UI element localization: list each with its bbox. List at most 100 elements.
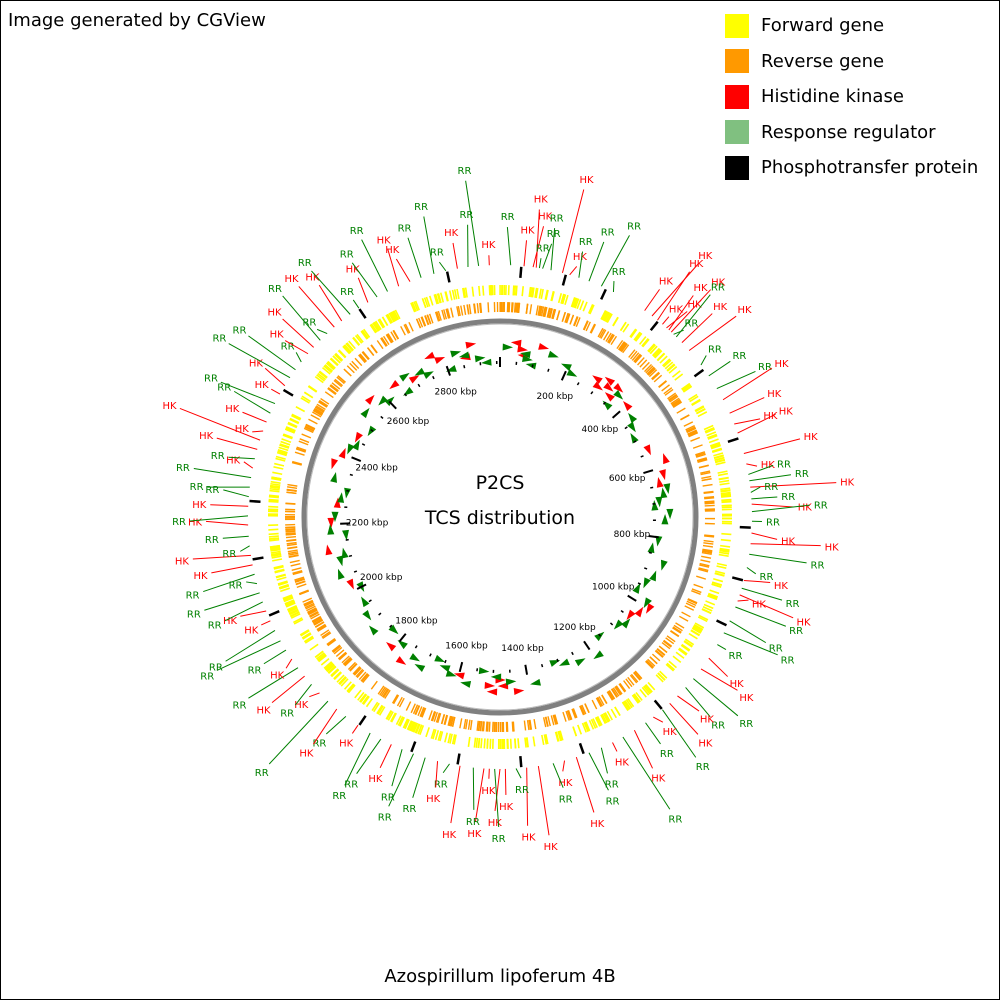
legend-label: Histidine kinase [761, 86, 904, 108]
reverse-gene-mark [446, 308, 451, 319]
reverse-gene-mark [600, 329, 607, 339]
tick-mark [432, 375, 435, 380]
forward-gene-mark [280, 440, 291, 446]
reverse-gene-mark [596, 697, 603, 707]
reverse-gene-mark [408, 321, 414, 332]
feature-label: RR [381, 792, 395, 803]
callout-line [450, 765, 461, 824]
feature-label: HK [255, 380, 270, 391]
reverse-gene-mark [480, 721, 483, 732]
rr-marker [327, 524, 335, 535]
reverse-gene-mark [337, 651, 347, 660]
reverse-gene-mark [517, 302, 520, 313]
forward-gene-mark [584, 721, 590, 732]
feature-label: RR [550, 213, 564, 224]
forward-gene-mark [545, 289, 549, 300]
rr-marker [530, 678, 541, 686]
forward-gene-mark [592, 718, 598, 728]
forward-gene-mark [361, 330, 369, 340]
reverse-gene-mark [285, 532, 296, 535]
phosphotransfer-mark [268, 610, 280, 617]
hk-marker [327, 517, 335, 529]
reverse-gene-mark [543, 306, 547, 317]
feature-label: HK [737, 305, 752, 316]
rr-marker [661, 513, 669, 525]
forward-gene-mark [340, 678, 349, 687]
callout-line [248, 667, 299, 699]
forward-gene-mark [327, 360, 336, 369]
forward-gene-mark [301, 395, 311, 403]
reverse-gene-mark [628, 349, 636, 358]
reverse-gene-mark [463, 718, 467, 730]
forward-gene-mark [391, 311, 398, 321]
reverse-gene-mark [666, 635, 676, 643]
reverse-gene-mark [312, 617, 322, 624]
rr-marker [347, 443, 355, 455]
reverse-gene-mark [302, 597, 313, 603]
rr-marker [613, 619, 624, 630]
forward-gene-mark [346, 342, 355, 351]
phosphotransfer-mark [519, 756, 523, 768]
forward-gene-mark [451, 289, 456, 300]
forward-gene-mark [269, 538, 280, 542]
feature-label: HK [761, 460, 776, 471]
reverse-gene-mark [598, 696, 605, 706]
reverse-gene-mark [463, 304, 467, 316]
tick-mark [380, 415, 384, 419]
reverse-gene-mark [696, 457, 707, 462]
forward-gene-mark [354, 334, 363, 344]
callout-line [673, 329, 684, 335]
forward-gene-mark [373, 321, 381, 331]
feature-label: RR [281, 341, 295, 352]
rr-marker [450, 350, 462, 358]
feature-label: RR [814, 501, 828, 512]
hk-marker [325, 544, 333, 556]
tick-mark [445, 365, 451, 376]
tick-mark [633, 440, 637, 444]
forward-gene-mark [572, 297, 578, 308]
reverse-gene-mark [287, 549, 298, 553]
tick-label: 600 kbp [609, 474, 646, 484]
forward-gene-mark [413, 301, 419, 312]
forward-gene-mark [387, 711, 394, 721]
reverse-gene-mark [542, 717, 547, 728]
reverse-gene-mark [418, 317, 424, 328]
reverse-gene-mark [554, 714, 559, 725]
feature-label: HK [244, 625, 259, 636]
forward-gene-mark [703, 603, 714, 610]
reverse-gene-mark [390, 331, 397, 341]
forward-gene-mark [467, 736, 471, 747]
reverse-gene-mark [651, 653, 661, 662]
feature-label: HK [194, 571, 209, 582]
forward-gene-mark [530, 287, 534, 298]
callout-line [743, 579, 771, 583]
reverse-gene-mark [400, 325, 406, 336]
legend-swatch [725, 155, 749, 180]
rr-marker [566, 368, 578, 377]
feature-label: HK [294, 700, 309, 711]
tcs-marker-track [325, 339, 674, 696]
forward-gene-mark [354, 689, 362, 699]
reverse-gene-mark [285, 535, 297, 539]
reverse-gene-mark [663, 639, 673, 647]
tick-mark [346, 489, 350, 492]
forward-gene-mark [410, 721, 416, 732]
forward-gene-mark [720, 538, 731, 542]
reverse-gene-mark [685, 602, 696, 609]
tick-mark [648, 535, 659, 539]
reverse-gene-mark [649, 656, 658, 665]
reverse-gene-mark [571, 708, 577, 719]
callout-line [225, 630, 276, 662]
callout-line [189, 515, 249, 522]
reverse-gene-mark [327, 387, 337, 395]
forward-gene-mark [273, 466, 284, 470]
forward-gene-mark [406, 720, 413, 731]
reverse-gene-mark [549, 308, 553, 319]
reverse-gene-mark [667, 392, 677, 400]
tick-mark [348, 554, 353, 558]
feature-label: RR [298, 258, 312, 269]
reverse-gene-mark [676, 407, 686, 414]
forward-gene-mark [478, 285, 481, 296]
reverse-gene-mark [428, 710, 433, 721]
